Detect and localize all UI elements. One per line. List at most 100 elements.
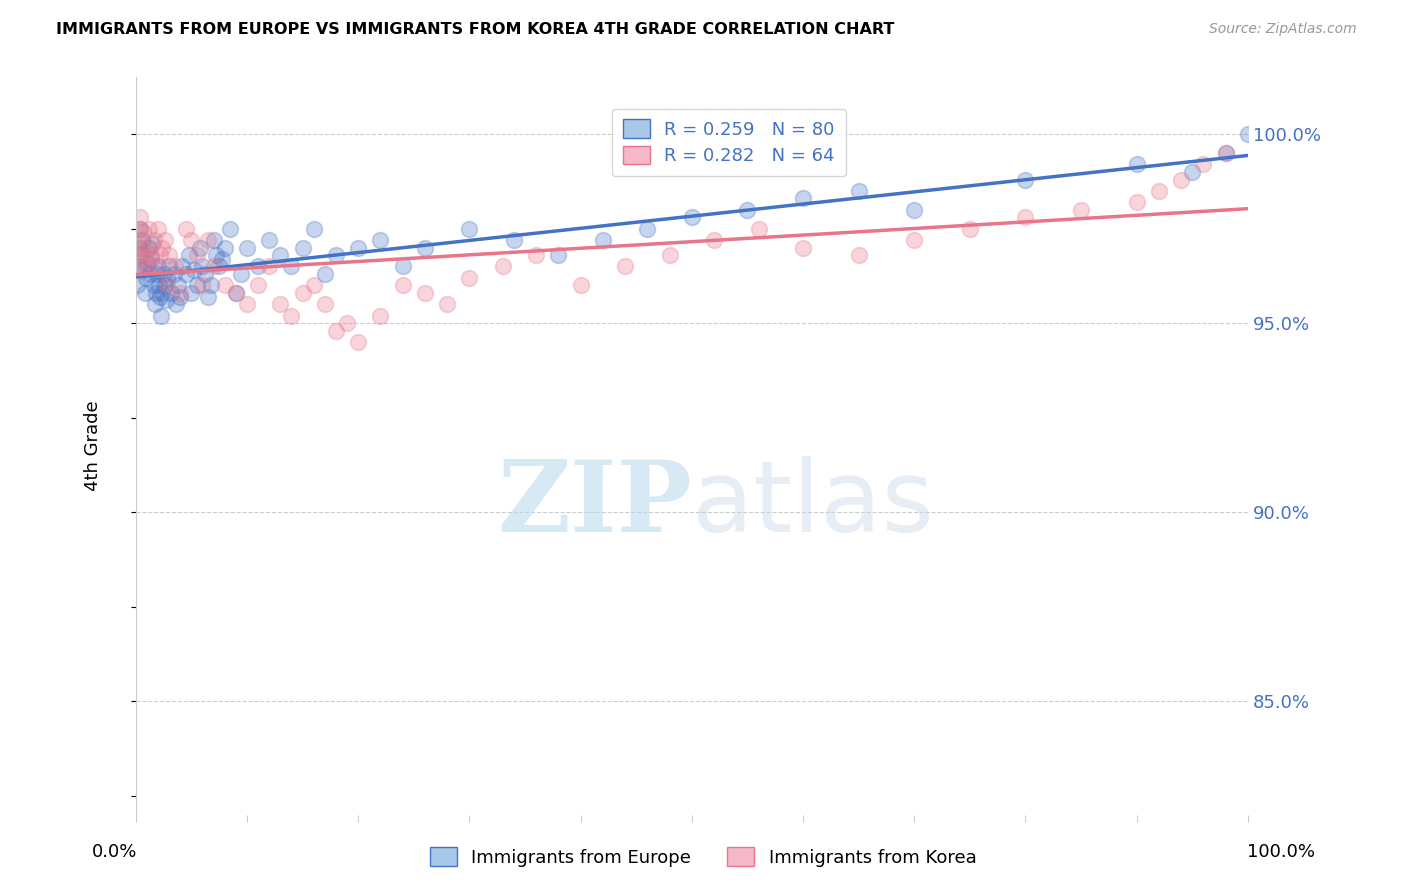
Point [157, 248, 180, 262]
Point [257, 260, 280, 274]
Point [156, 278, 179, 293]
Point [737, 202, 759, 217]
Point [658, 248, 681, 262]
Point [200, 278, 222, 293]
Point [269, 248, 291, 262]
Point [903, 233, 925, 247]
Text: atlas: atlas [692, 457, 934, 553]
Point [636, 221, 658, 235]
Point [127, 260, 149, 274]
Point [302, 221, 325, 235]
Point [325, 248, 347, 262]
Point [128, 241, 150, 255]
Point [188, 241, 211, 255]
Point [1215, 146, 1237, 161]
Point [436, 297, 458, 311]
Point [247, 260, 270, 274]
Point [1192, 157, 1215, 171]
Point [347, 334, 370, 349]
Point [391, 260, 413, 274]
Point [1125, 195, 1147, 210]
Point [135, 255, 157, 269]
Point [142, 233, 165, 247]
Text: 0.0%: 0.0% [91, 843, 136, 861]
Point [1125, 157, 1147, 171]
Point [156, 270, 179, 285]
Point [152, 267, 174, 281]
Point [146, 221, 169, 235]
Point [681, 211, 703, 225]
Point [747, 221, 769, 235]
Point [150, 309, 173, 323]
Point [280, 260, 302, 274]
Point [131, 241, 153, 255]
Point [135, 241, 157, 255]
Point [231, 267, 253, 281]
Point [132, 226, 155, 240]
Point [186, 248, 208, 262]
Point [160, 285, 183, 300]
Point [413, 241, 436, 255]
Point [125, 278, 148, 293]
Point [180, 285, 202, 300]
Point [1014, 211, 1036, 225]
Point [1170, 172, 1192, 186]
Point [1181, 165, 1204, 179]
Point [547, 248, 569, 262]
Point [204, 248, 226, 262]
Point [155, 293, 177, 308]
Point [162, 267, 184, 281]
Point [167, 278, 190, 293]
Point [211, 252, 233, 266]
Point [131, 233, 153, 247]
Point [269, 297, 291, 311]
Point [202, 260, 225, 274]
Point [186, 278, 208, 293]
Legend: R = 0.259   N = 80, R = 0.282   N = 64: R = 0.259 N = 80, R = 0.282 N = 64 [612, 109, 845, 176]
Point [314, 297, 336, 311]
Point [197, 290, 219, 304]
Point [569, 278, 592, 293]
Point [903, 202, 925, 217]
Point [129, 260, 152, 274]
Point [177, 248, 200, 262]
Point [135, 260, 157, 274]
Point [149, 248, 172, 262]
Point [391, 278, 413, 293]
Point [291, 241, 314, 255]
Point [128, 221, 150, 235]
Point [225, 285, 247, 300]
Point [197, 233, 219, 247]
Text: 100.0%: 100.0% [1247, 843, 1315, 861]
Point [153, 233, 176, 247]
Point [370, 233, 392, 247]
Point [169, 290, 191, 304]
Point [127, 233, 149, 247]
Point [325, 324, 347, 338]
Point [413, 285, 436, 300]
Point [792, 191, 814, 205]
Point [152, 285, 174, 300]
Point [163, 260, 186, 274]
Point [458, 270, 481, 285]
Point [848, 248, 870, 262]
Point [139, 267, 162, 281]
Point [153, 278, 176, 293]
Point [214, 278, 236, 293]
Point [458, 221, 481, 235]
Point [314, 267, 336, 281]
Point [336, 316, 359, 330]
Point [370, 309, 392, 323]
Point [143, 297, 166, 311]
Point [165, 297, 187, 311]
Point [703, 233, 725, 247]
Point [614, 260, 637, 274]
Point [225, 285, 247, 300]
Point [191, 278, 214, 293]
Point [129, 211, 152, 225]
Point [247, 278, 270, 293]
Point [138, 241, 160, 255]
Point [202, 233, 225, 247]
Point [148, 278, 170, 293]
Point [141, 236, 163, 251]
